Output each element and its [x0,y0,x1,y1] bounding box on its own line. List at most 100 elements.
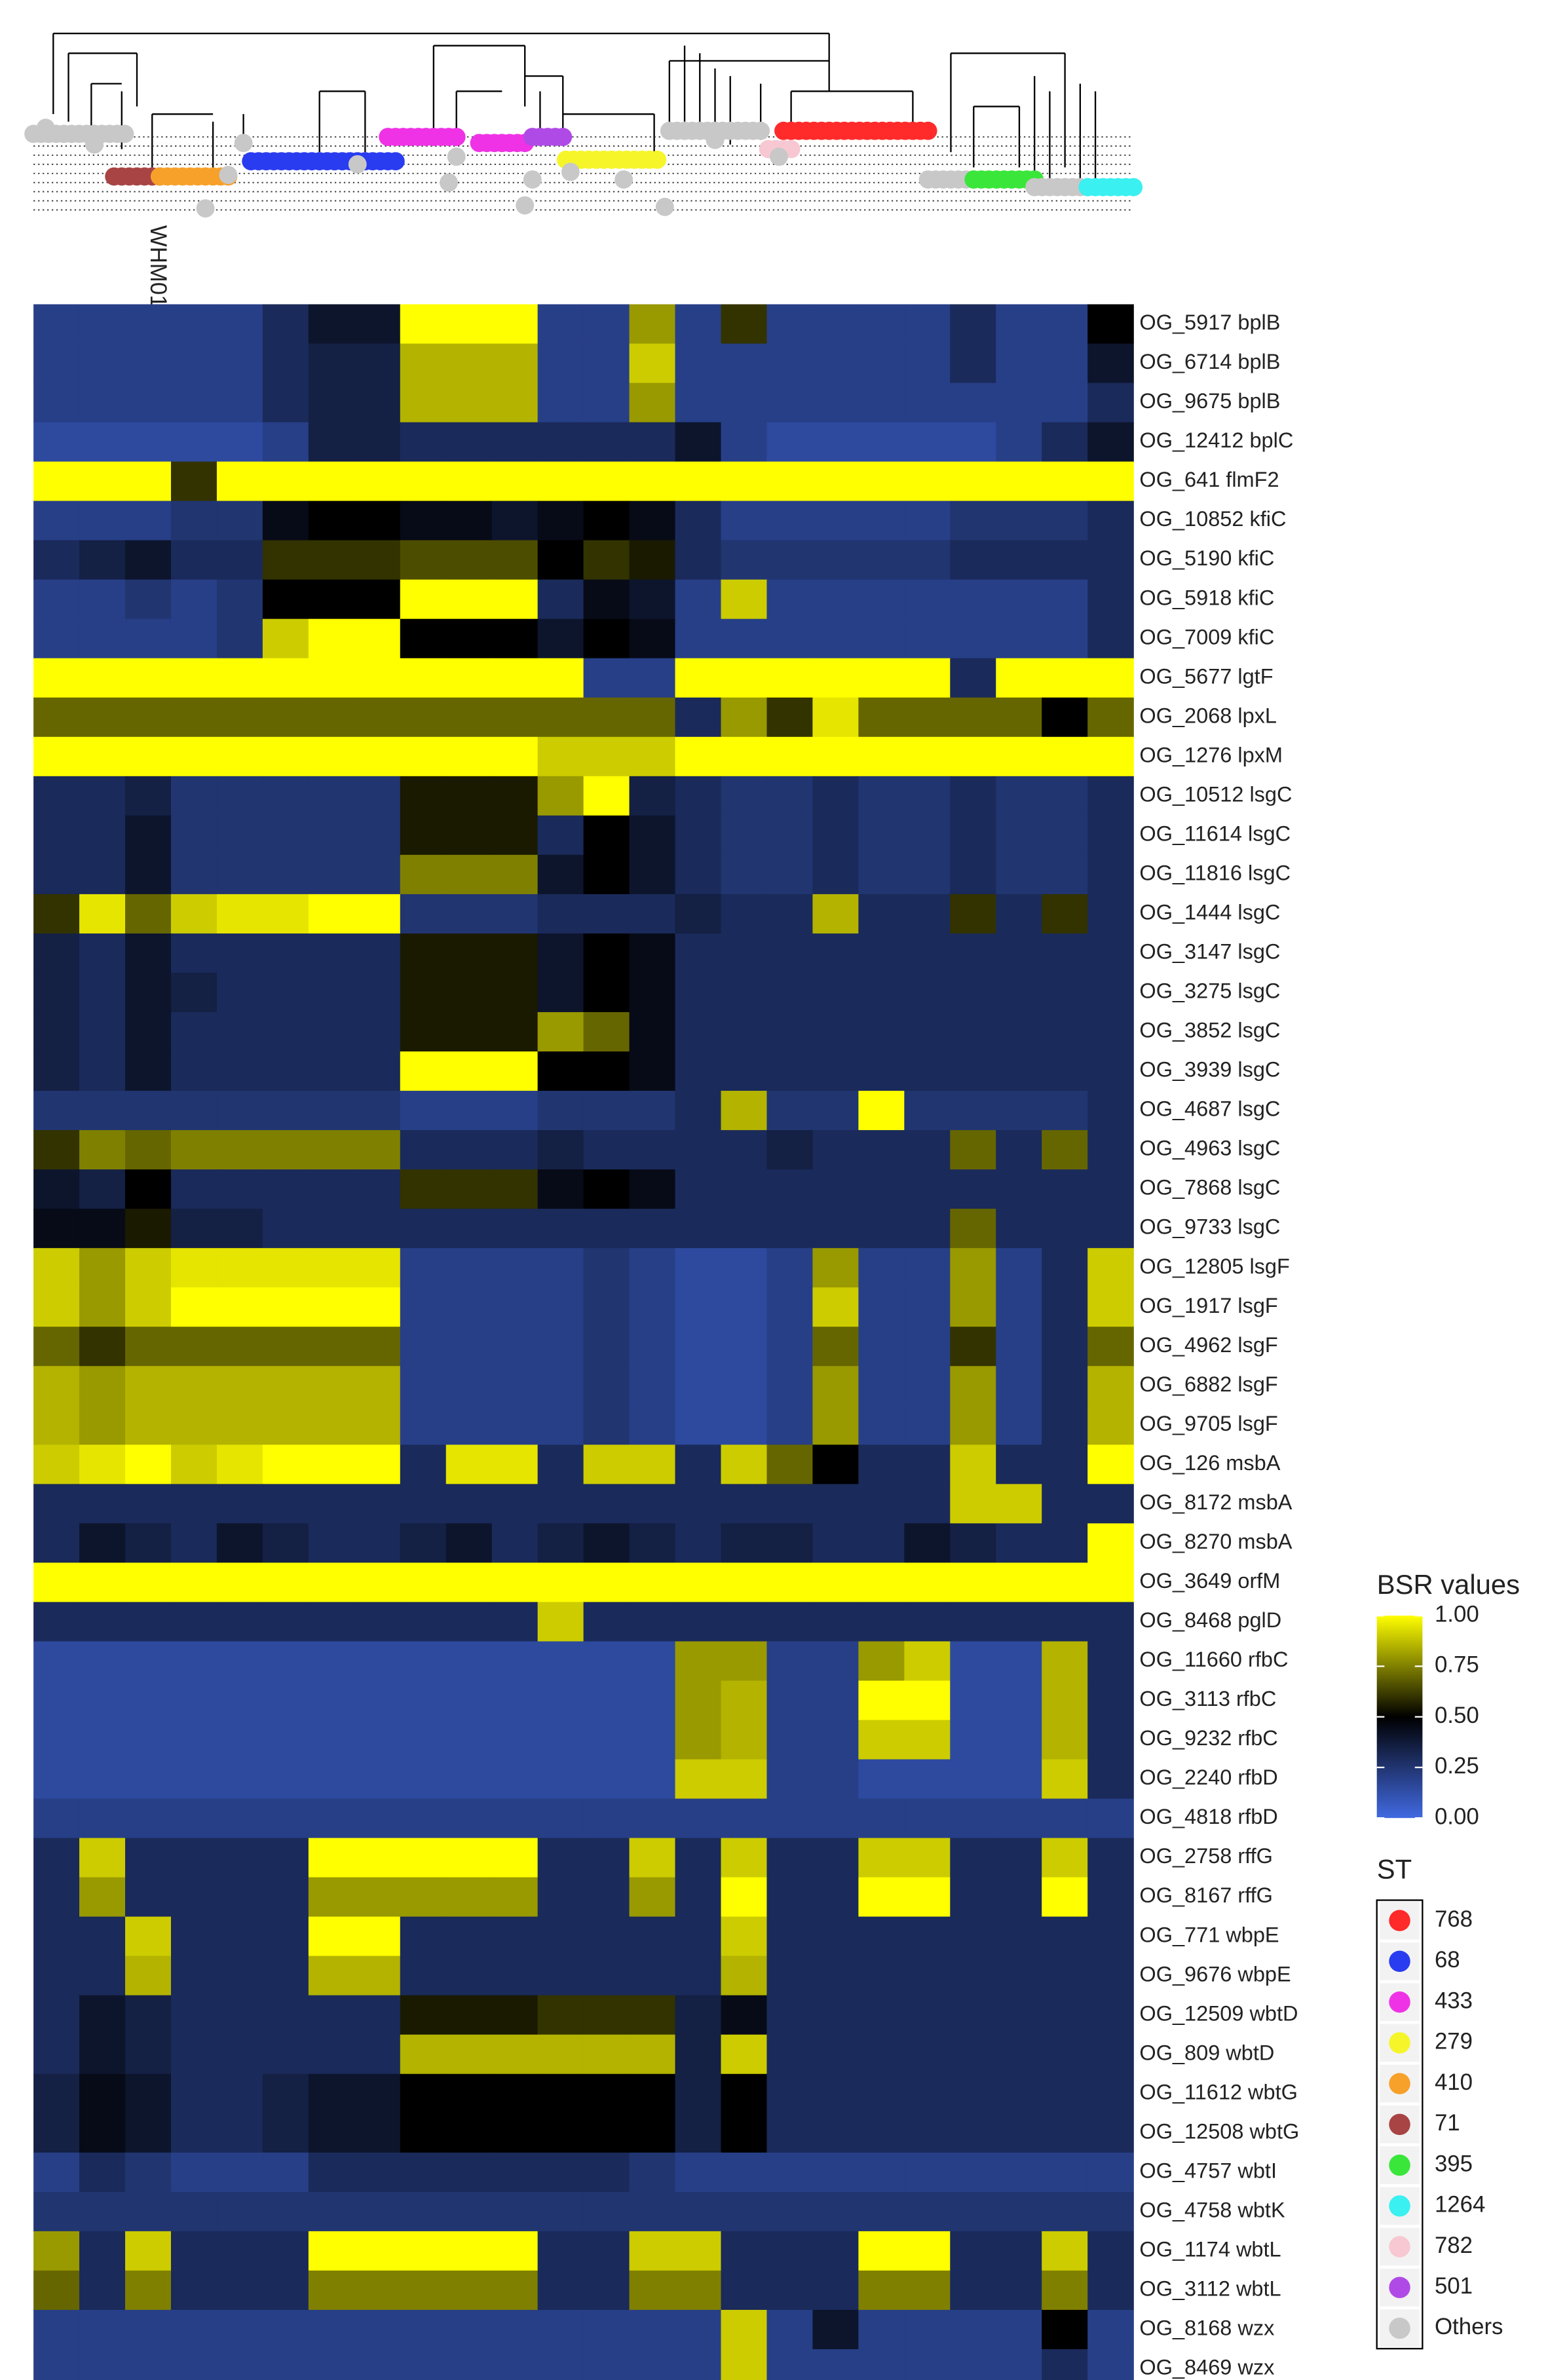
heat-cell [445,304,493,345]
heat-cell [216,540,263,580]
heat-cell [950,1169,996,1209]
heat-cell [354,1562,401,1603]
heat-cell [583,2113,630,2153]
heat-cell [262,1287,309,1327]
heat-cell [400,1091,447,1131]
heat-cell [125,815,172,856]
heat-cell [354,1209,401,1249]
heat-cell [1042,461,1088,502]
heat-cell [675,501,722,541]
row-label: OG_12508 wbtG [1139,2119,1299,2143]
heat-cell [950,2113,996,2153]
heat-cell [996,1011,1042,1052]
heat-cell [950,933,996,973]
heat-cell [537,1838,584,1878]
heat-cell [125,1562,172,1603]
heat-cell [79,1169,126,1209]
heat-cell [170,776,217,816]
heat-cell [33,2270,80,2311]
heat-cell [308,1916,355,1957]
heat-cell [445,736,493,777]
heat-cell [904,1916,951,1957]
heat-cell [262,2231,309,2271]
heat-cell [583,501,630,541]
heat-cell [537,1091,584,1131]
heat-cell [721,1916,768,1957]
heat-cell [491,658,538,698]
heat-cell [812,1562,859,1603]
heat-cell [583,2034,630,2075]
heat-cell [354,2191,401,2232]
heat-cell [354,894,401,934]
heat-cell [125,1680,172,1721]
heat-cell [354,1916,401,1957]
heat-cell [629,1523,676,1564]
annotation: WHM01 [145,225,171,308]
heat-cell [537,2113,584,2153]
heat-cell [629,2231,676,2271]
heat-cell [125,1169,172,1209]
heat-cell [33,1130,80,1170]
heat-cell [262,697,309,738]
heat-cell [537,540,584,580]
heat-cell [125,1995,172,2035]
heat-cell [1042,383,1088,423]
heat-cell [33,1405,80,1446]
heat-cell [675,2309,722,2350]
heat-cell [445,697,493,738]
heat-cell [1087,501,1134,541]
heat-cell [537,1877,584,1917]
heat-cell [950,383,996,423]
heat-cell [1087,1955,1134,1996]
heat-cell [354,343,401,384]
heat-cell [1087,1720,1134,1760]
heat-cell [170,2191,217,2232]
legend-swatch [1389,2113,1410,2136]
heat-cell [170,894,217,934]
heat-cell [858,1287,905,1327]
heat-cell [675,1641,722,1682]
heat-cell [996,1680,1042,1721]
heat-cell [354,1995,401,2035]
heat-cell [629,501,676,541]
heat-cell [812,1051,859,1091]
heat-cell [721,383,768,423]
heat-cell [125,1248,172,1288]
heat-cell [721,1602,768,1642]
heat-cell [812,1209,859,1249]
heat-cell [721,894,768,934]
heat-cell [170,1248,217,1288]
heat-cell [216,1209,263,1249]
heat-cell [812,1130,859,1170]
heat-cell [904,1877,951,1917]
heat-cell [721,618,768,659]
heat-cell [675,1562,722,1603]
heat-cell [170,1562,217,1603]
heat-cell [858,461,905,502]
heat-cell [537,658,584,698]
heat-cell [354,540,401,580]
heat-cell [125,422,172,463]
heat-cell [79,1248,126,1288]
heat-cell [262,894,309,934]
heat-cell [675,894,722,934]
heat-cell [170,2231,217,2271]
heat-cell [721,1562,768,1603]
heat-cell [170,540,217,580]
heat-cell [537,1798,584,1839]
heat-cell [216,1877,263,1917]
heat-cell [904,1484,951,1524]
heat-cell [721,1523,768,1564]
heat-cell [125,1916,172,1957]
heat-cell [33,1995,80,2035]
heat-cell [262,383,309,423]
heat-cell [812,1641,859,1682]
heat-cell [950,1051,996,1091]
heat-cell [766,815,814,856]
heat-cell [812,540,859,580]
heat-cell [33,383,80,423]
heat-cell [308,540,355,580]
heat-cell [1042,933,1088,973]
legend-label: 410 [1435,2069,1473,2095]
heat-cell [812,2349,859,2380]
